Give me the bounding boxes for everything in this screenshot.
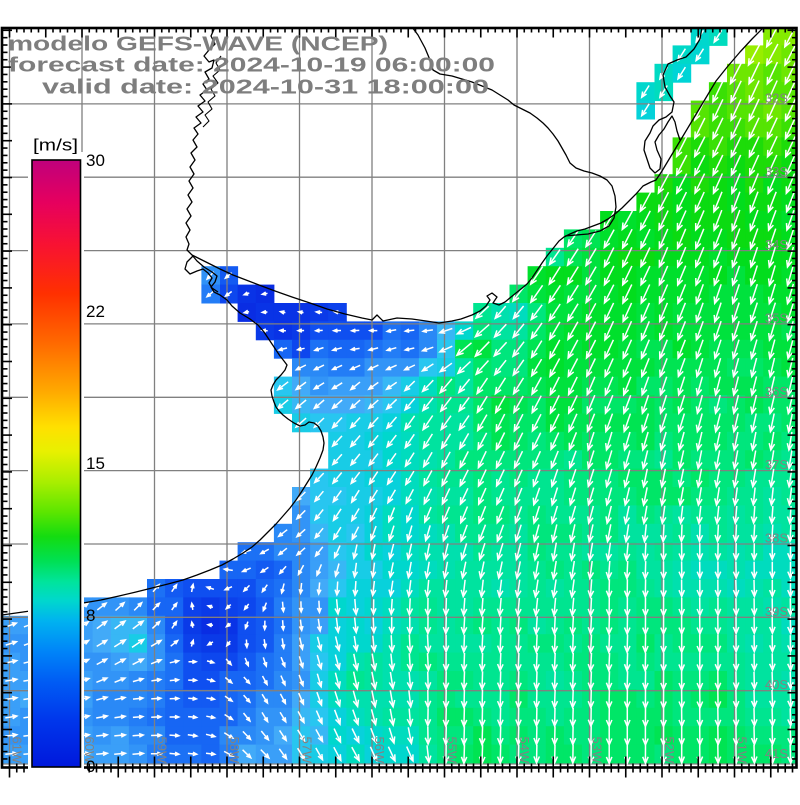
svg-text:58W: 58W [227, 737, 242, 764]
svg-text:8: 8 [86, 606, 95, 625]
svg-text:34S: 34S [765, 237, 788, 252]
svg-text:56W: 56W [372, 737, 387, 764]
svg-text:30: 30 [86, 151, 105, 170]
svg-text:39S: 39S [765, 604, 788, 619]
svg-text:37S: 37S [765, 457, 788, 472]
svg-text:54W: 54W [517, 737, 532, 764]
svg-text:15: 15 [86, 454, 105, 473]
svg-text:59W: 59W [155, 737, 170, 764]
svg-text:forecast date: 2024-10-19 06:0: forecast date: 2024-10-19 06:00:00 [8, 54, 495, 77]
svg-text:valid date: 2024-10-31 18:00:0: valid date: 2024-10-31 18:00:00 [42, 76, 489, 99]
svg-text:60W: 60W [82, 737, 97, 764]
svg-text:modelo GEFS-WAVE (NCEP): modelo GEFS-WAVE (NCEP) [8, 33, 388, 56]
svg-text:57W: 57W [300, 737, 315, 764]
svg-text:40S: 40S [765, 677, 788, 692]
svg-text:22: 22 [86, 302, 105, 321]
svg-text:0: 0 [86, 757, 95, 776]
svg-text:[m/s]: [m/s] [33, 136, 78, 155]
svg-text:55W: 55W [445, 737, 460, 764]
svg-text:53W: 53W [590, 737, 605, 764]
svg-text:61W: 61W [10, 737, 25, 764]
svg-text:36S: 36S [765, 384, 788, 399]
svg-text:38S: 38S [765, 531, 788, 546]
svg-text:41S: 41S [765, 746, 788, 761]
svg-text:35S: 35S [765, 310, 788, 325]
svg-text:32S: 32S [765, 90, 788, 105]
svg-text:51W: 51W [735, 737, 750, 764]
svg-text:33S: 33S [765, 164, 788, 179]
svg-text:52W: 52W [662, 737, 677, 764]
